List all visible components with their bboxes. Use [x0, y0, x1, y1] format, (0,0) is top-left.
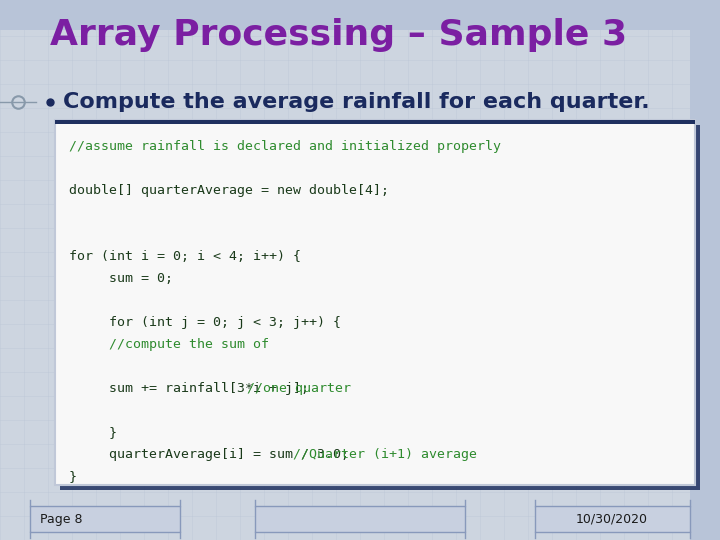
- Text: }: }: [69, 426, 117, 439]
- Text: for (int i = 0; i < 4; i++) {: for (int i = 0; i < 4; i++) {: [69, 250, 301, 263]
- Text: sum = 0;: sum = 0;: [69, 272, 173, 285]
- Text: //one quarter: //one quarter: [247, 382, 351, 395]
- Bar: [255, 506, 465, 532]
- Text: //Quarter (i+1) average: //Quarter (i+1) average: [293, 448, 477, 461]
- Bar: [55, 120, 695, 124]
- Text: Compute the average rainfall for each quarter.: Compute the average rainfall for each qu…: [63, 92, 649, 112]
- Text: }: }: [69, 470, 77, 483]
- Bar: [535, 506, 690, 532]
- Bar: [30, 506, 180, 532]
- Text: Array Processing – Sample 3: Array Processing – Sample 3: [50, 18, 627, 52]
- Text: //compute the sum of: //compute the sum of: [69, 338, 269, 351]
- Text: double[] quarterAverage = new double[4];: double[] quarterAverage = new double[4];: [69, 184, 389, 197]
- Text: for (int j = 0; j < 3; j++) {: for (int j = 0; j < 3; j++) {: [69, 316, 341, 329]
- Bar: [60, 125, 700, 490]
- Bar: [0, 0, 720, 30]
- Text: quarterAverage[i] = sum / 3.0;: quarterAverage[i] = sum / 3.0;: [69, 448, 381, 461]
- Text: 10/30/2020: 10/30/2020: [576, 512, 648, 525]
- Bar: [690, 0, 720, 540]
- Text: //assume rainfall is declared and initialized properly: //assume rainfall is declared and initia…: [69, 140, 501, 153]
- Bar: [55, 120, 695, 485]
- Text: sum += rainfall[3*i + j];: sum += rainfall[3*i + j];: [69, 382, 317, 395]
- Text: Page 8: Page 8: [40, 512, 83, 525]
